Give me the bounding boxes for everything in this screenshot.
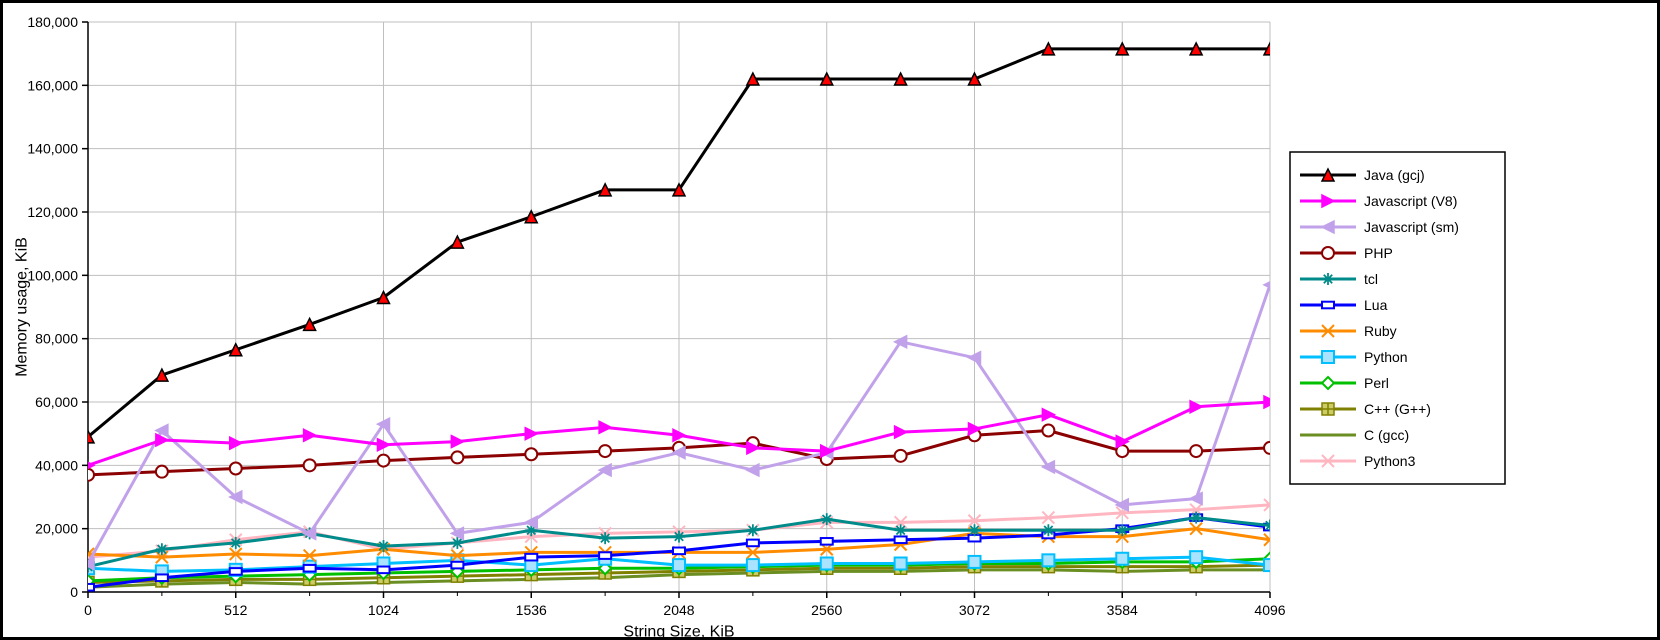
svg-text:1536: 1536 bbox=[516, 602, 547, 618]
svg-text:3584: 3584 bbox=[1107, 602, 1138, 618]
svg-text:2560: 2560 bbox=[811, 602, 842, 618]
svg-text:0: 0 bbox=[70, 584, 78, 600]
svg-text:180,000: 180,000 bbox=[27, 14, 78, 30]
svg-text:2048: 2048 bbox=[663, 602, 694, 618]
legend-label: Javascript (V8) bbox=[1364, 193, 1457, 209]
svg-text:120,000: 120,000 bbox=[27, 204, 78, 220]
legend-label: C++ (G++) bbox=[1364, 401, 1431, 417]
legend-label: Javascript (sm) bbox=[1364, 219, 1459, 235]
legend-label: Java (gcj) bbox=[1364, 167, 1425, 183]
gridlines bbox=[88, 22, 1270, 592]
svg-text:String Size, KiB: String Size, KiB bbox=[623, 624, 734, 640]
svg-text:1024: 1024 bbox=[368, 602, 399, 618]
legend-label: Perl bbox=[1364, 375, 1389, 391]
svg-text:100,000: 100,000 bbox=[27, 267, 78, 283]
legend-label: C (gcc) bbox=[1364, 427, 1409, 443]
svg-text:60,000: 60,000 bbox=[35, 394, 78, 410]
svg-text:Memory usage, KiB: Memory usage, KiB bbox=[14, 237, 31, 377]
legend-label: Lua bbox=[1364, 297, 1388, 313]
svg-text:20,000: 20,000 bbox=[35, 521, 78, 537]
memory-usage-chart: 0 20,000 40,000 60,000 80,000 100,000 120,000 1… bbox=[0, 0, 1660, 640]
legend-label: Python bbox=[1364, 349, 1408, 365]
svg-text:160,000: 160,000 bbox=[27, 77, 78, 93]
legend: Java (gcj) Javascript (V8) Javascript (sm)… bbox=[1290, 152, 1505, 484]
svg-text:4096: 4096 bbox=[1254, 602, 1285, 618]
svg-text:512: 512 bbox=[224, 602, 248, 618]
svg-text:40,000: 40,000 bbox=[35, 457, 78, 473]
legend-label: PHP bbox=[1364, 245, 1393, 261]
svg-text:0: 0 bbox=[84, 602, 92, 618]
legend-label: Python3 bbox=[1364, 453, 1416, 469]
svg-text:80,000: 80,000 bbox=[35, 331, 78, 347]
svg-text:140,000: 140,000 bbox=[27, 141, 78, 157]
svg-text:3072: 3072 bbox=[959, 602, 990, 618]
legend-label: Ruby bbox=[1364, 323, 1397, 339]
legend-label: tcl bbox=[1364, 271, 1378, 287]
